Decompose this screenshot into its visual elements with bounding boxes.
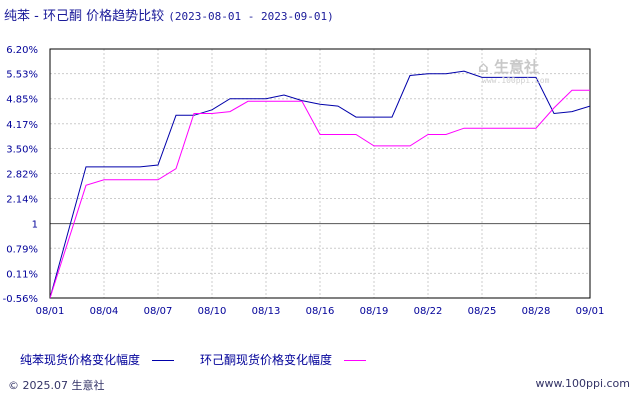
chart-series-lines: [50, 70, 590, 299]
legend-swatch-series2: [343, 360, 366, 361]
y-tick-label: 3.50%: [6, 144, 38, 155]
footer-site-url: www.100ppi.com: [535, 377, 630, 390]
x-tick-label: 08/16: [306, 306, 335, 317]
legend-swatch-series1: [151, 360, 174, 361]
chart-title-main: 纯苯 - 环己酮 价格趋势比较: [4, 9, 165, 24]
y-tick-label: 5.53%: [6, 70, 38, 81]
legend-item-series2: 环己酮现货价格变化幅度: [200, 351, 366, 368]
x-tick-label: 08/07: [144, 306, 173, 317]
house-icon: ⌂: [478, 58, 489, 76]
x-tick-label: 08/25: [468, 306, 497, 317]
chart-title-date-range: (2023-08-01 - 2023-09-01): [168, 10, 334, 23]
legend-label-series2: 环己酮现货价格变化幅度: [200, 353, 333, 367]
legend-label-series1: 纯苯现货价格变化幅度: [20, 353, 141, 367]
x-tick-label: 08/28: [522, 306, 551, 317]
y-tick-label: 6.20%: [6, 45, 38, 56]
y-tick-label: 0.11%: [6, 269, 38, 280]
y-tick-label: 0.79%: [6, 244, 38, 255]
watermark-brand: 生意社: [493, 58, 539, 76]
y-tick-label: 2.82%: [6, 170, 38, 181]
y-axis-tick-labels: 6.20% 5.53% 4.85% 4.17% 3.50% 2.82% 2.14% 1 0.79…: [3, 45, 38, 305]
y-tick-label: 4.85%: [6, 95, 38, 106]
x-tick-label: 09/01: [576, 306, 605, 317]
x-tick-label: 08/13: [252, 306, 281, 317]
y-tick-label: 1: [32, 220, 38, 231]
x-axis-tick-labels: 08/01 08/04 08/07 08/10 08/13 08/16 08/19 08/22…: [36, 306, 605, 317]
series-line-1: [50, 70, 590, 299]
y-tick-label: 4.17%: [6, 120, 38, 131]
y-tick-label: 2.14%: [6, 195, 38, 206]
chart-grid: [49, 48, 591, 299]
footer-copyright: © 2025.07 生意社: [8, 379, 105, 392]
series-line-2: [50, 89, 590, 299]
x-tick-label: 08/04: [90, 306, 119, 317]
watermark-logo: ⌂ 生意社: [478, 56, 539, 77]
plot-frame: [49, 48, 591, 299]
x-tick-label: 08/01: [36, 306, 65, 317]
legend-item-series1: 纯苯现货价格变化幅度: [20, 351, 174, 368]
y-tick-label: -0.56%: [3, 294, 38, 305]
x-tick-label: 08/19: [360, 306, 389, 317]
x-tick-label: 08/10: [198, 306, 227, 317]
chart-axes: [49, 48, 591, 299]
watermark-url: www.100ppi.com: [482, 76, 550, 85]
x-tick-label: 08/22: [414, 306, 443, 317]
chart-title: 纯苯 - 环己酮 价格趋势比较 (2023-08-01 - 2023-09-01…: [4, 5, 334, 24]
